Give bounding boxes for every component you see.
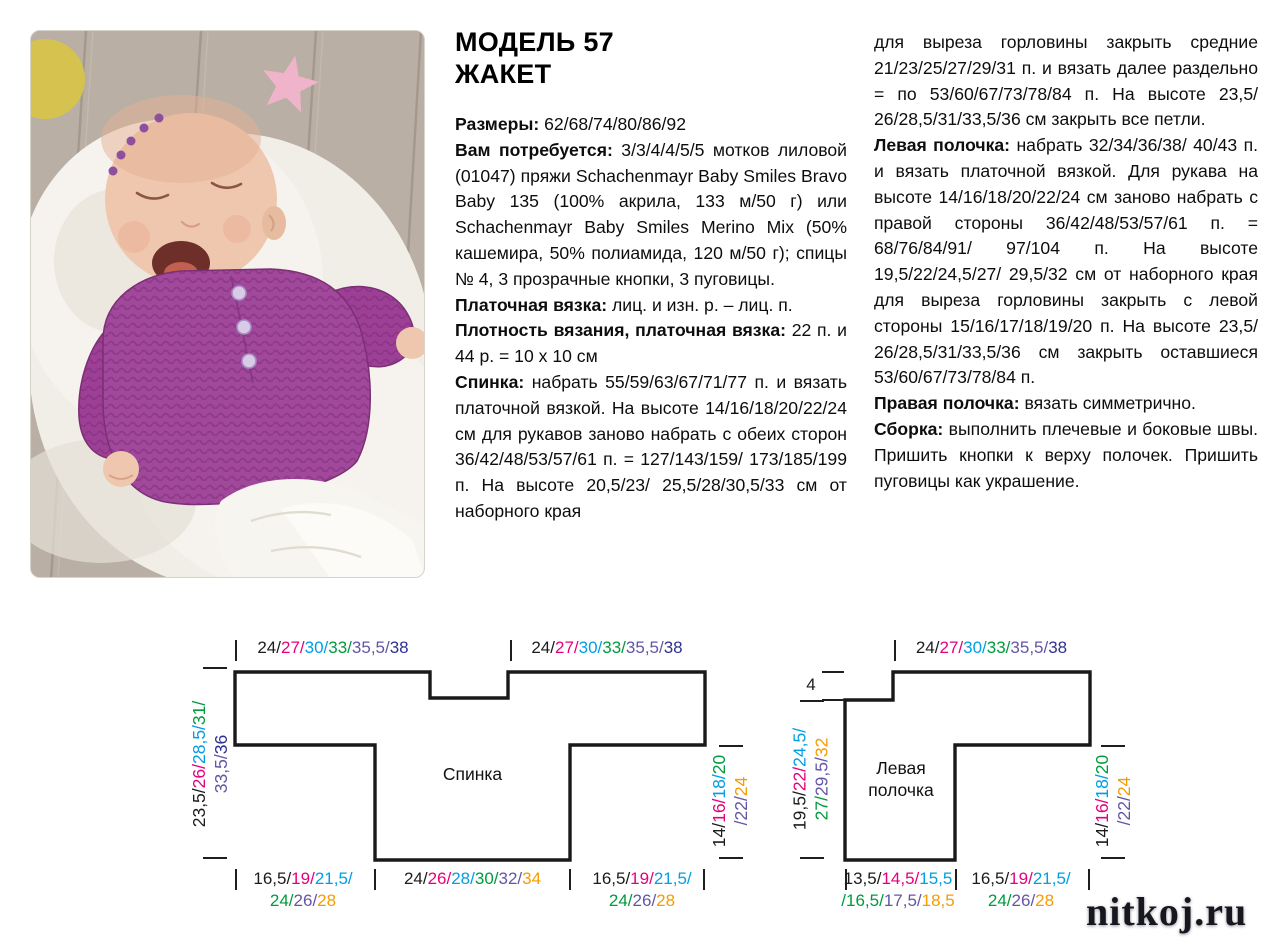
back-hem-width-label: 24/26/28/30/32/34 — [403, 869, 542, 888]
front-caption-line-2: полочка — [868, 780, 934, 800]
front-hem-width-label: 13,5/14,5/15,5/16,5/17,5/18,5 — [841, 869, 955, 910]
front-sleeve-width-label: 16,5/19/21,5/24/26/28 — [971, 869, 1071, 910]
back-height-label: 23,5/26/28,5/31/33,5/36 — [189, 700, 231, 828]
back-side-height-label: 14/16/18/20/22/24 — [709, 754, 751, 848]
instruction-paragraph: Сборка: выполнить плечевые и боковые швы… — [874, 418, 1258, 491]
baby-photo-image — [31, 31, 424, 577]
back-shoulder-width-right-label: 24/27/30/33/35,5/38 — [531, 638, 683, 657]
baby-photo — [30, 30, 425, 578]
back-sleeve-width-right-label: 16,5/19/21,5/24/26/28 — [592, 869, 692, 910]
title-line-2: ЖАКЕТ — [455, 59, 552, 89]
site-watermark: nitkoj.ru — [1086, 889, 1248, 934]
instruction-paragraph: Левая полочка: набрать 32/34/36/38/ 40/4… — [874, 135, 1258, 388]
instruction-paragraph: Спинка: набрать 55/59/63/67/71/77 п. и в… — [455, 371, 847, 521]
title-line-1: МОДЕЛЬ 57 — [455, 27, 614, 57]
instruction-paragraph: Плотность вязания, платочная вязка: 22 п… — [455, 320, 848, 367]
front-caption-line-1: Левая — [876, 758, 926, 778]
instruction-paragraph: для выреза горловины закрыть средние 21/… — [874, 32, 1258, 130]
front-side-height-label: 14/16/18/20/22/24 — [1092, 754, 1134, 848]
front-caption: Левая полочка — [845, 757, 957, 801]
instruction-paragraph: Правая полочка: вязать симметрично. — [874, 393, 1196, 414]
instruction-paragraph: Платочная вязка: лиц. и изн. р. – лиц. п… — [455, 294, 793, 315]
back-shoulder-width-left-label: 24/27/30/33/35,5/38 — [257, 638, 409, 657]
front-neck-drop-label: 4 — [806, 675, 816, 694]
instruction-paragraph: Размеры: 62/68/74/80/86/92 — [455, 114, 686, 134]
page-title: МОДЕЛЬ 57 ЖАКЕТ — [455, 26, 614, 90]
back-caption: Спинка — [442, 764, 503, 784]
front-shoulder-width-label: 24/27/30/33/35,5/38 — [915, 638, 1068, 657]
instructions-column-2: для выреза горловины закрыть средние 21/… — [874, 30, 1258, 494]
instructions-column-1: Размеры: 62/68/74/80/86/92 Вам потребуетс… — [455, 112, 847, 525]
front-height-label: 19,5/22/24,5/27/29,5/32 — [789, 727, 832, 831]
back-sleeve-width-left-label: 16,5/19/21,5/24/26/28 — [253, 869, 353, 910]
instruction-paragraph: Вам потребуется: 3/3/4/4/5/5 мотков лило… — [455, 139, 848, 289]
